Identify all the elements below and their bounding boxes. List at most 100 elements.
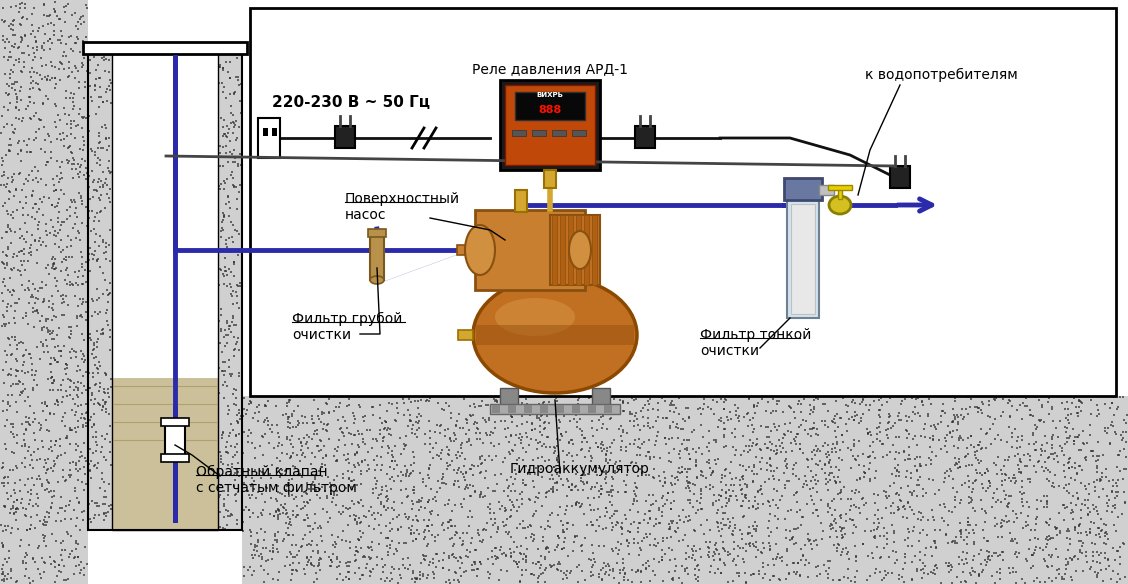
Point [64, 385, 82, 395]
Point [426, 492, 444, 502]
Point [224, 122, 243, 131]
Point [310, 414, 328, 423]
Point [37, 60, 55, 69]
Point [839, 573, 857, 582]
Point [356, 439, 374, 449]
Point [731, 476, 749, 485]
Point [695, 399, 713, 409]
Point [593, 408, 611, 418]
Point [685, 541, 703, 551]
Point [823, 439, 841, 449]
Point [599, 490, 617, 499]
Point [897, 472, 915, 481]
Point [315, 419, 333, 429]
Point [764, 495, 782, 505]
Point [0, 319, 14, 329]
Point [1103, 486, 1121, 496]
Point [413, 411, 431, 420]
Point [222, 318, 240, 327]
Point [45, 20, 63, 30]
Point [67, 562, 85, 571]
Point [1051, 417, 1069, 426]
Point [35, 1, 53, 10]
Point [360, 464, 378, 474]
Point [885, 508, 904, 517]
Point [679, 481, 697, 491]
Point [1029, 512, 1047, 522]
Point [527, 559, 545, 568]
Point [99, 241, 117, 250]
Point [297, 488, 315, 497]
Point [555, 568, 573, 577]
Point [65, 195, 83, 204]
Point [0, 473, 14, 482]
Point [230, 80, 248, 89]
Point [540, 442, 558, 451]
Point [905, 509, 923, 519]
Point [820, 564, 838, 573]
Point [461, 402, 479, 411]
Point [268, 547, 287, 557]
Point [340, 449, 358, 458]
Point [904, 541, 922, 551]
Point [651, 476, 669, 485]
Point [505, 502, 523, 512]
Point [1078, 503, 1096, 513]
Point [769, 574, 787, 583]
Point [849, 451, 867, 461]
Point [830, 465, 848, 475]
Point [294, 449, 312, 458]
Point [830, 541, 848, 550]
Point [210, 62, 228, 72]
Point [1019, 449, 1037, 458]
Point [378, 541, 396, 551]
Point [310, 466, 328, 475]
Point [880, 412, 898, 422]
Point [265, 511, 283, 520]
Point [487, 543, 505, 552]
Point [11, 0, 29, 9]
Point [283, 423, 301, 432]
Point [1077, 552, 1095, 561]
Point [869, 524, 887, 534]
Point [217, 506, 235, 515]
Point [10, 114, 28, 123]
Point [590, 486, 608, 495]
Point [567, 469, 585, 478]
Point [946, 538, 964, 547]
Point [726, 424, 744, 433]
Point [403, 425, 421, 434]
Point [15, 314, 33, 323]
Point [83, 255, 102, 264]
Bar [569, 215, 573, 285]
Point [702, 562, 720, 571]
Point [36, 459, 54, 468]
Point [470, 490, 488, 499]
Point [5, 497, 23, 506]
Point [1098, 499, 1116, 508]
Point [802, 467, 820, 476]
Point [61, 202, 79, 211]
Point [981, 478, 999, 488]
Point [59, 575, 77, 584]
Point [1116, 465, 1128, 474]
Point [56, 546, 74, 555]
Point [268, 463, 287, 472]
Point [656, 499, 675, 509]
Point [456, 476, 474, 485]
Point [91, 378, 109, 388]
Point [447, 500, 465, 510]
Point [704, 498, 722, 507]
Point [609, 488, 627, 497]
Point [826, 494, 844, 503]
Point [54, 392, 72, 402]
Point [230, 369, 248, 378]
Point [100, 81, 118, 91]
Point [95, 168, 113, 177]
Point [960, 476, 978, 485]
Bar [492, 405, 500, 413]
Point [447, 531, 465, 540]
Point [26, 307, 44, 316]
Point [70, 189, 88, 198]
Point [945, 502, 963, 511]
